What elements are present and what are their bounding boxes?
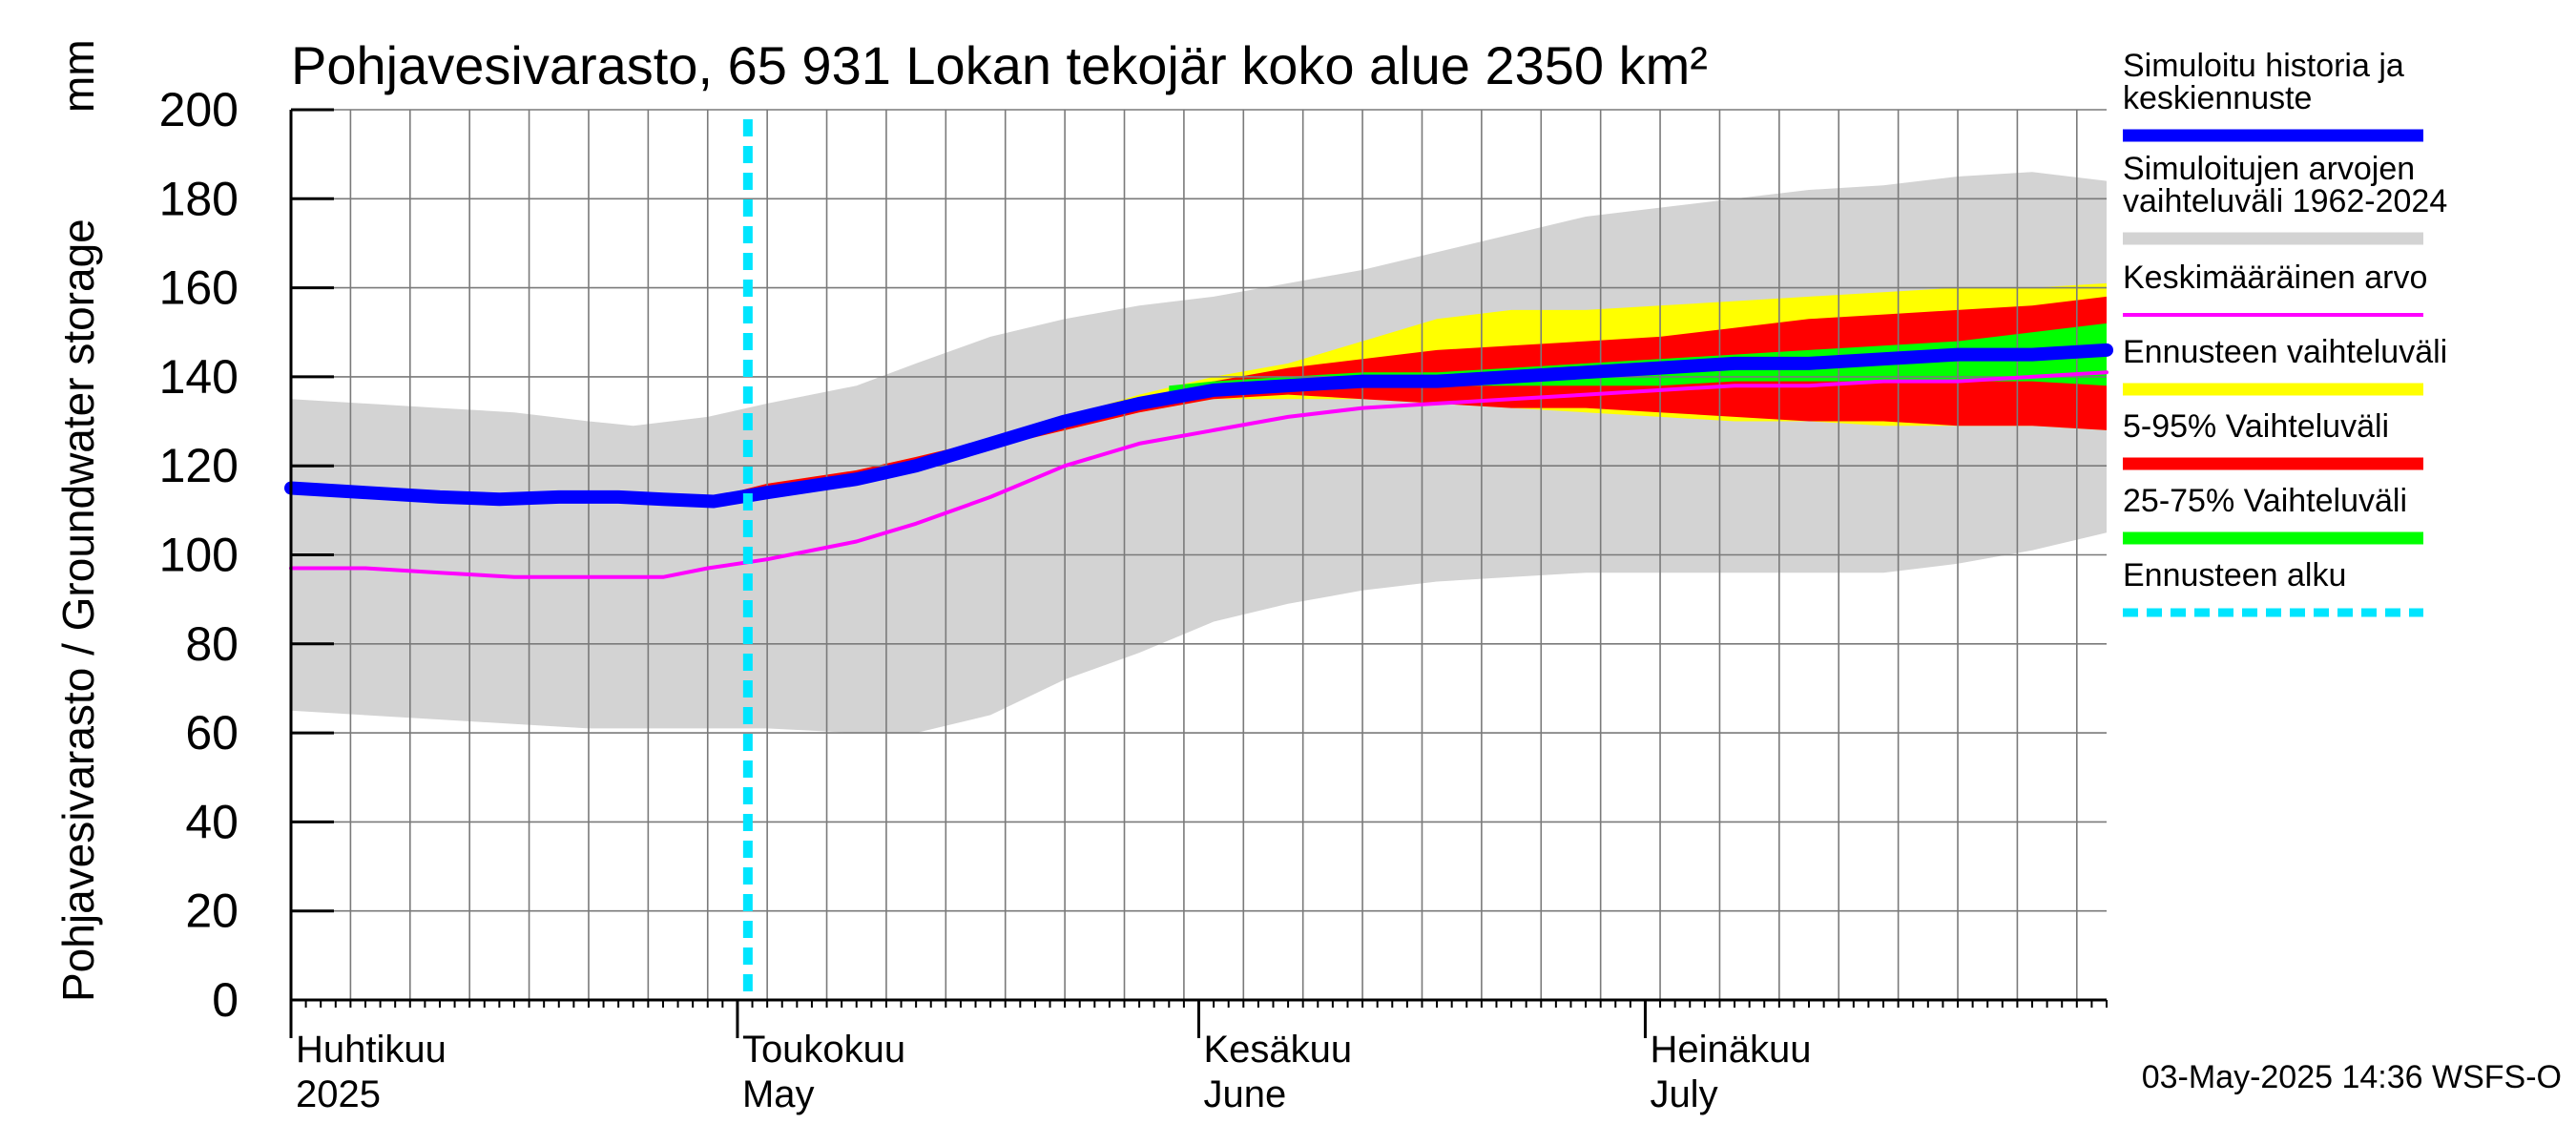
y-tick-label-2: 40 — [185, 795, 239, 848]
series-line-0 — [289, 370, 2109, 579]
y-tick-label-5: 100 — [159, 529, 239, 582]
month-label-fi-0: Huhtikuu — [296, 1029, 447, 1071]
legend-label-3: Ennusteen vaihteluväli — [2123, 334, 2447, 370]
y-tick-label-3: 60 — [185, 706, 239, 760]
month-label-en-0: 2025 — [296, 1073, 381, 1115]
legend-label-0: keskiennuste — [2123, 80, 2312, 116]
series-line-1 — [284, 343, 2113, 509]
band-2 — [714, 296, 2107, 502]
y-tick-label-0: 0 — [212, 973, 239, 1027]
legend-label-2: Keskimääräinen arvo — [2123, 260, 2427, 296]
month-label-en-2: June — [1204, 1073, 1287, 1115]
y-tick-label-6: 120 — [159, 439, 239, 492]
legend-label-0: Simuloitu historia ja — [2123, 48, 2404, 84]
month-label-en-1: May — [742, 1073, 815, 1115]
legend-label-4: 5-95% Vaihteluväli — [2123, 408, 2389, 445]
line-layer — [284, 119, 2113, 1000]
month-label-fi-2: Kesäkuu — [1204, 1029, 1353, 1071]
legend-label-6: Ennusteen alku — [2123, 557, 2346, 593]
legend-label-1: vaihteluväli 1962-2024 — [2123, 183, 2447, 219]
chart-title: Pohjavesivarasto, 65 931 Lokan tekojär k… — [291, 35, 1708, 95]
y-tick-label-9: 180 — [159, 172, 239, 225]
grid-layer — [291, 109, 2107, 1000]
y-tick-label-10: 200 — [159, 83, 239, 136]
y-tick-label-4: 80 — [185, 617, 239, 671]
y-tick-label-8: 160 — [159, 261, 239, 315]
legend-label-5: 25-75% Vaihteluväli — [2123, 483, 2407, 519]
legend-label-1: Simuloitujen arvojen — [2123, 151, 2415, 187]
y-tick-label-7: 140 — [159, 350, 239, 404]
footer-timestamp: 03-May-2025 14:36 WSFS-O — [2142, 1059, 2562, 1095]
month-label-fi-1: Toukokuu — [742, 1029, 905, 1071]
month-label-fi-3: Heinäkuu — [1650, 1029, 1811, 1071]
y-tick-label-1: 20 — [185, 885, 239, 938]
y-axis-label: Pohjavesivarasto / Groundwater storage — [53, 219, 103, 1002]
month-label-en-3: July — [1650, 1073, 1717, 1115]
y-axis-unit: mm — [53, 39, 103, 113]
